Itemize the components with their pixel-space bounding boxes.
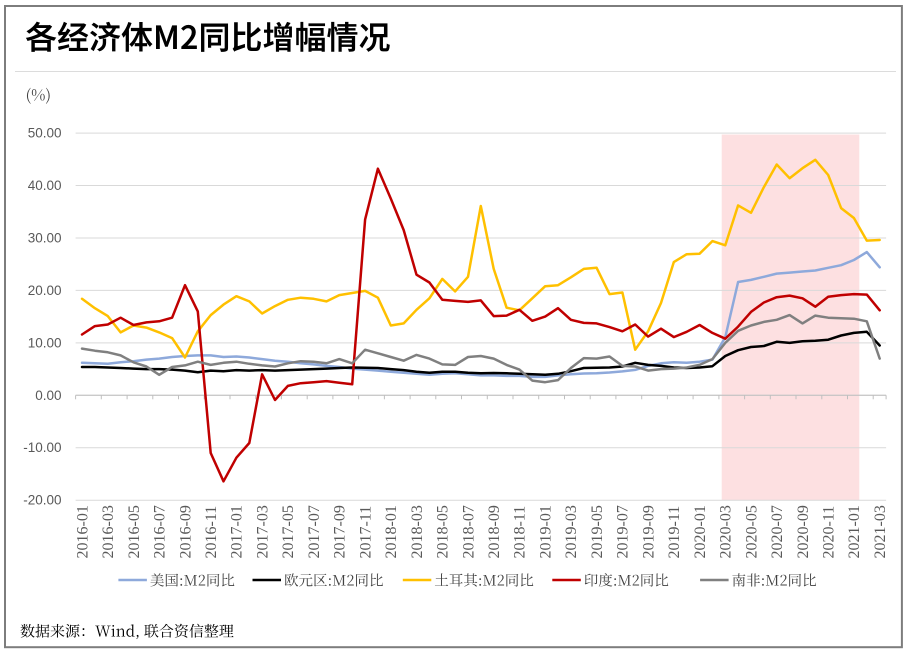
svg-text:-10.00: -10.00 <box>23 440 61 455</box>
svg-text:2016-03: 2016-03 <box>100 505 117 558</box>
svg-text:2017-09: 2017-09 <box>332 505 349 558</box>
svg-text:2018-09: 2018-09 <box>486 505 503 558</box>
svg-text:40.00: 40.00 <box>28 178 62 193</box>
svg-text:2019-01: 2019-01 <box>538 505 555 558</box>
svg-text:2018-07: 2018-07 <box>460 505 477 558</box>
svg-text:2019-09: 2019-09 <box>640 505 657 558</box>
svg-text:2018-01: 2018-01 <box>383 505 400 558</box>
svg-text:2020-09: 2020-09 <box>795 505 812 558</box>
svg-text:2016-01: 2016-01 <box>74 505 91 558</box>
svg-text:2017-07: 2017-07 <box>306 505 323 558</box>
svg-text:2019-05: 2019-05 <box>589 505 606 558</box>
svg-text:2019-03: 2019-03 <box>563 505 580 558</box>
svg-text:2017-01: 2017-01 <box>229 505 246 558</box>
svg-text:2018-11: 2018-11 <box>512 506 529 559</box>
svg-text:2021-01: 2021-01 <box>846 505 863 558</box>
svg-text:2020-03: 2020-03 <box>718 505 735 558</box>
svg-text:2017-05: 2017-05 <box>280 505 297 558</box>
svg-text:2016-11: 2016-11 <box>203 506 220 559</box>
svg-text:2016-09: 2016-09 <box>177 505 194 558</box>
svg-text:0.00: 0.00 <box>35 388 61 403</box>
svg-text:2018-05: 2018-05 <box>435 505 452 558</box>
svg-text:2019-07: 2019-07 <box>615 505 632 558</box>
svg-text:2020-11: 2020-11 <box>821 506 838 559</box>
svg-text:2021-03: 2021-03 <box>872 505 889 558</box>
svg-text:2017-11: 2017-11 <box>357 506 374 559</box>
svg-text:2016-05: 2016-05 <box>126 505 143 558</box>
svg-text:-20.00: -20.00 <box>23 493 61 508</box>
svg-text:2019-11: 2019-11 <box>666 506 683 559</box>
svg-text:30.00: 30.00 <box>28 231 62 246</box>
svg-text:2016-07: 2016-07 <box>152 505 169 558</box>
svg-text:2020-01: 2020-01 <box>692 505 709 558</box>
svg-text:20.00: 20.00 <box>28 283 62 298</box>
svg-text:50.00: 50.00 <box>28 126 62 141</box>
svg-text:2020-05: 2020-05 <box>743 505 760 558</box>
svg-text:2020-07: 2020-07 <box>769 505 786 558</box>
svg-text:2018-03: 2018-03 <box>409 505 426 558</box>
svg-text:10.00: 10.00 <box>28 335 62 350</box>
svg-text:2017-03: 2017-03 <box>254 505 271 558</box>
